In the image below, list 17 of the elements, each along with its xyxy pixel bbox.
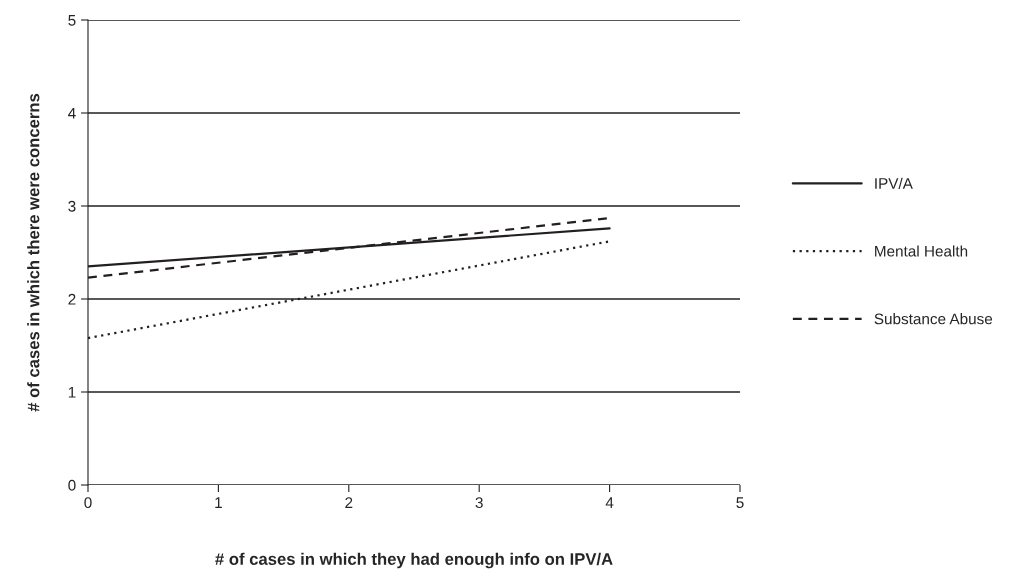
x-tick-label: 4	[605, 497, 614, 508]
y-tick-label: 3	[68, 200, 76, 212]
y-tick-label: 0	[68, 479, 76, 491]
x-tick-label: 5	[736, 497, 744, 509]
y-tick-label: 1	[68, 387, 76, 398]
y-tick-label: 2	[68, 293, 76, 305]
x-axis-title: # of cases in which they had enough info on IPV/A	[215, 552, 613, 569]
legend-label: IPV/A	[875, 177, 913, 189]
x-tick-label: 0	[84, 497, 92, 509]
y-tick-label: 4	[68, 108, 76, 119]
x-tick-label: 3	[475, 497, 483, 509]
legend-label: Mental Health	[875, 245, 968, 257]
y-tick-label: 5	[68, 15, 76, 26]
y-axis-title: # of cases in which there were concerns	[27, 93, 40, 412]
x-tick-label: 1	[215, 497, 222, 508]
x-tick-label: 2	[345, 497, 353, 508]
legend-label: Substance Abuse	[874, 313, 993, 325]
